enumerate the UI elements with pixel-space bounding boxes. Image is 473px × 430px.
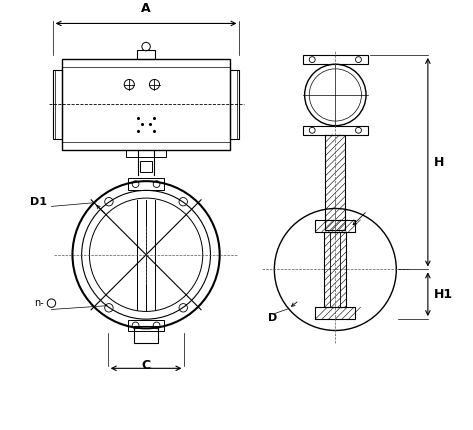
- Text: C: C: [141, 359, 150, 372]
- Text: D: D: [268, 313, 277, 323]
- Bar: [315, 220, 355, 232]
- Text: H1: H1: [434, 288, 453, 301]
- Bar: [303, 126, 368, 135]
- Bar: [230, 70, 239, 139]
- Bar: [62, 59, 230, 150]
- Text: D1: D1: [30, 197, 47, 207]
- Bar: [315, 307, 355, 319]
- Bar: [126, 150, 166, 157]
- Bar: [128, 319, 164, 331]
- Bar: [134, 326, 158, 343]
- Bar: [128, 178, 164, 190]
- Text: H: H: [434, 156, 445, 169]
- Bar: [137, 50, 155, 59]
- Text: A: A: [141, 2, 151, 15]
- Bar: [53, 70, 62, 139]
- Text: n-: n-: [35, 298, 44, 308]
- Bar: [140, 160, 152, 172]
- Bar: [303, 55, 368, 64]
- Bar: [324, 232, 346, 307]
- Bar: [325, 135, 345, 230]
